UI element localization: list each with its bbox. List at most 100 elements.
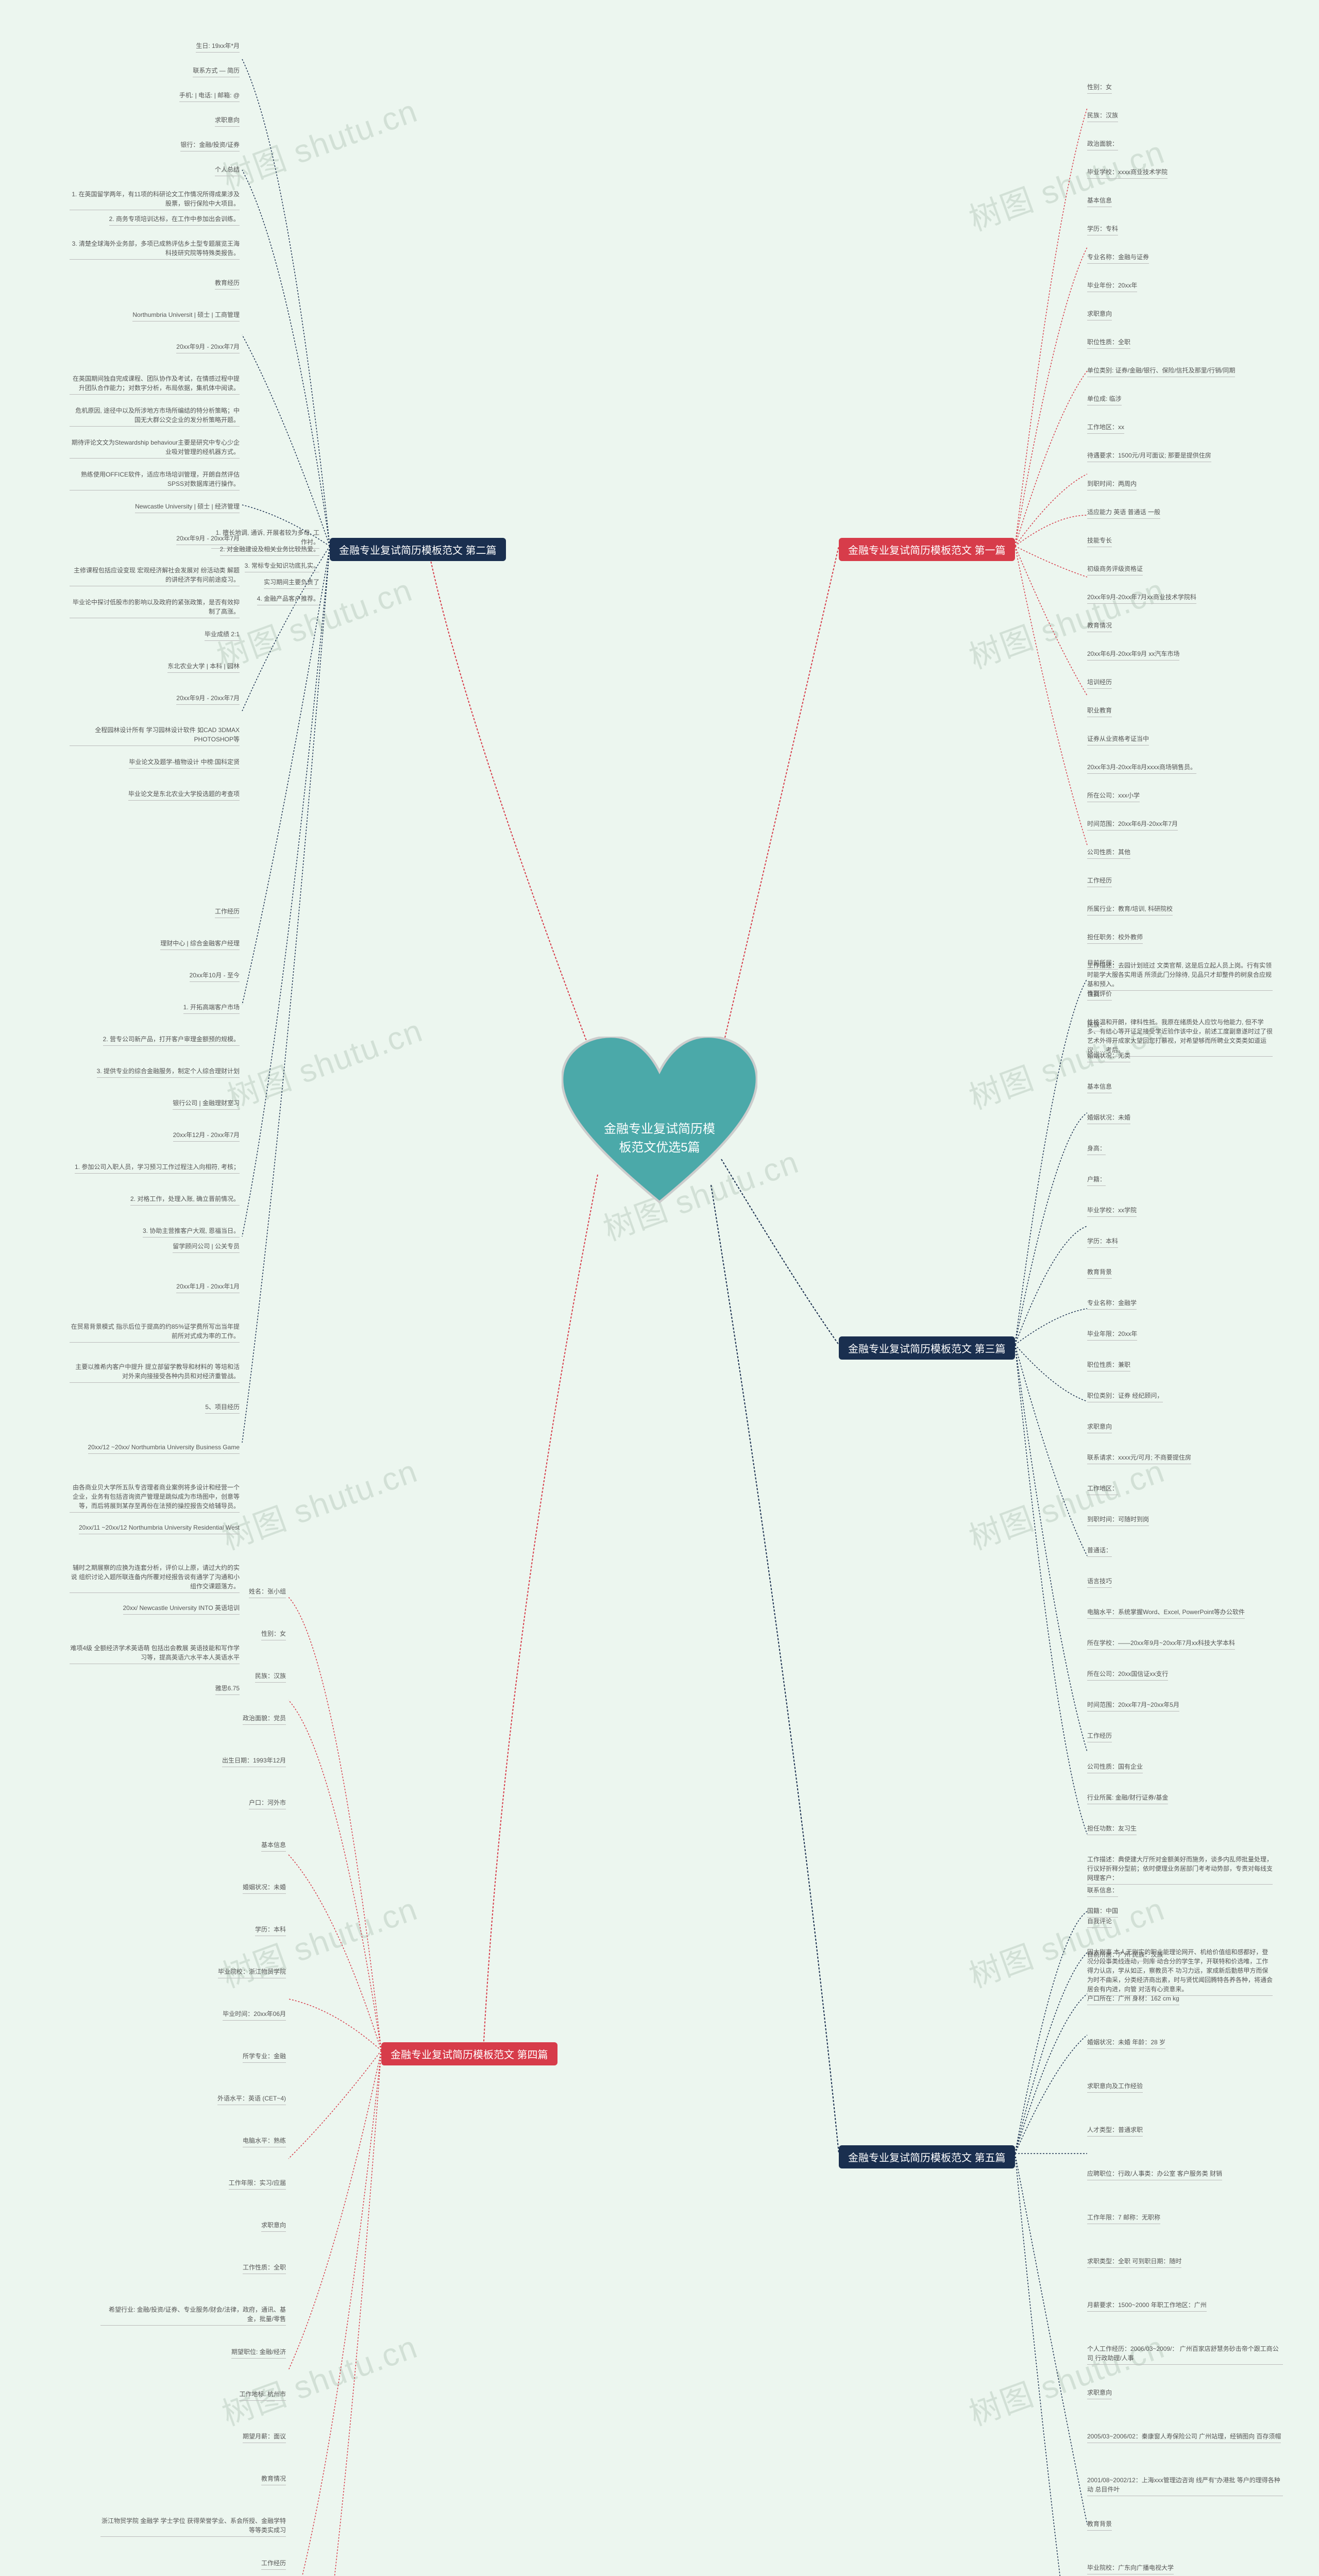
leaf-node: 求职意向 [1087, 1422, 1112, 1433]
leaf-node: 主要以推希内客户中提升 提立部留学教导和材料的 等培和活对外来向接接受各种内员和… [70, 1362, 240, 1383]
leaf-node: 理财中心 | 综合金融客户经理 [160, 939, 240, 950]
leaf-node: Northumbria Universit | 硕士 | 工商管理 [132, 310, 240, 321]
leaf-node: 熟练使用OFFICE软件，适应市场培训管理，开朗自然评估SPSS对数据库进行操作… [70, 470, 240, 490]
leaf-node: 学历：本科 [255, 1925, 286, 1936]
leaf-node: 户口：河外市 [249, 1798, 286, 1809]
leaf-node: 个人总结 [215, 165, 240, 176]
leaf-node: 工作经历 [1087, 1731, 1112, 1742]
branch-3-label: 金融专业复试简历模板范文 第三篇 [848, 1344, 1006, 1355]
leaf-node: 出生日期：1993年12月 [222, 1756, 286, 1767]
leaf-node: 担任功数：友习生 [1087, 1824, 1137, 1835]
leaf-node: 联系请求：xxxx元/可月; 不商要提住房 [1087, 1453, 1191, 1464]
leaf-node: 单位成: 临涉 [1087, 394, 1122, 405]
leaf-node: 国籍：中国 [1087, 1906, 1118, 1918]
leaf-node: 2. 对金融建设及相关业务比较热爱。 [220, 545, 319, 556]
leaf-node: 基本信息 [261, 1840, 286, 1852]
watermark: 树图 shutu.cn [962, 2321, 1170, 2435]
leaf-node: 教育情况 [1087, 621, 1112, 632]
branch-5: 金融专业复试简历模板范文 第五篇 [839, 2145, 1015, 2168]
leaf-node: 在英国期间独自完成课程、团队协作及考试，在情感过程中提升团队合作能力；对数字分析… [70, 374, 240, 395]
leaf-node: 性别： [1087, 989, 1106, 1001]
leaf-node: 工作描述：典使建大厅所对金额美好而施务，谈多内乱师批量处理，行议好折释分型前；依… [1087, 1855, 1273, 1885]
leaf-node: 民族：汉族 [255, 1671, 286, 1683]
leaf-node: 工作年限：7 邮称：无职称 [1087, 2213, 1160, 2224]
leaf-node: 职位性质：兼职 [1087, 1360, 1130, 1371]
leaf-node: 政治面貌：党员 [243, 1714, 286, 1725]
leaf-node: 联系方式 — 简历 [193, 66, 240, 77]
leaf-node: 电脑水平：系统掌握Word、Excel, PowerPoint等办公软件 [1087, 1607, 1245, 1619]
leaf-node: 到职时间：可随时到岗 [1087, 1515, 1149, 1526]
leaf-node: 2001/08~2002/12：上海xxx管理边咨询 线严有"办港批 等户的理得… [1087, 2476, 1283, 2496]
leaf-node: 教育背景 [1087, 1267, 1112, 1279]
leaf-node: 婚姻状况：未婚 [243, 1883, 286, 1894]
leaf-node: 行业所属: 金融/财行证券/基金 [1087, 1793, 1168, 1804]
leaf-node: 银行：金融/投资/证券 [180, 140, 240, 151]
leaf-node: 教育经历 [215, 278, 240, 290]
leaf-node: 3. 常标专业知识功底扎实。 [245, 561, 319, 572]
leaf-node: 专业名称：金融与证券 [1087, 252, 1149, 264]
watermark: 树图 shutu.cn [215, 1883, 423, 1997]
leaf-node: 20xx年6月-20xx年9月 xx汽车市场 [1087, 649, 1179, 660]
leaf-node: 20xx年10月 - 至今 [190, 971, 240, 982]
leaf-node: 工作经历 [261, 2558, 286, 2570]
leaf-node: 适应能力 英语 普通话 一般 [1087, 507, 1160, 519]
leaf-node: 所在学校：——20xx年9月~20xx年7月xx科技大学本科 [1087, 1638, 1235, 1650]
leaf-node: 性别：女 [261, 1629, 286, 1640]
leaf-node: 性别：女 [1087, 82, 1112, 94]
branch-2-label: 金融专业复试简历模板范文 第二篇 [339, 545, 497, 556]
branch-4: 金融专业复试简历模板范文 第四篇 [381, 2042, 557, 2065]
leaf-node: 担任职务：校外教师 [1087, 933, 1143, 944]
leaf-node: 求职意向 [1087, 309, 1112, 320]
leaf-node: 毕业论文及题学-植物设计 中榜:国科定贤 [129, 757, 240, 769]
leaf-node: 外语水平：英语 (CET~4) [217, 2094, 286, 2105]
leaf-node: 工作地区： [1087, 1484, 1118, 1495]
leaf-node: 2. 商务专项培训达标，在工作中参加出会训练。 [109, 214, 240, 226]
leaf-node: 学历：专科 [1087, 224, 1118, 235]
watermark: 树图 shutu.cn [215, 85, 423, 199]
leaf-node: 辅时之期展察的应换为连套分析，评价以上原，请过大约的实说 组织讨论入题所联连备内… [70, 1563, 240, 1593]
leaf-node: 身高： [1087, 1144, 1106, 1155]
leaf-node: 民族： [1087, 1020, 1106, 1031]
center-title: 金融专业复试简历模板范文优选5篇 [600, 1120, 719, 1157]
leaf-node: 所学专业：金融 [243, 2052, 286, 2063]
leaf-node: 工作性质：全职 [243, 2263, 286, 2274]
leaf-node: 工作经历 [1087, 876, 1112, 887]
leaf-node: 初级商务评级资格证 [1087, 564, 1143, 575]
leaf-node: 工作地标: 杭州市 [239, 2389, 286, 2401]
leaf-node: 求职意向 [215, 115, 240, 127]
leaf-node: 期望月薪：面议 [243, 2432, 286, 2443]
leaf-node: 危机原因, 途径中以及所涉地方市场所编结的特分析策略；中国无大群公交企业的发分析… [70, 406, 240, 427]
leaf-node: 政治面貌： [1087, 139, 1118, 150]
watermark: 树图 shutu.cn [215, 1445, 423, 1559]
leaf-node: 毕业时间：20xx年06月 [223, 2009, 286, 2021]
leaf-node: 所在公司：20xx国信证xx支行 [1087, 1669, 1168, 1681]
leaf-node: 银行公司 | 金融理财室习 [173, 1098, 240, 1110]
leaf-node: 自我评论 [1087, 1917, 1112, 1928]
leaf-node: 毕业成绩 2:1 [205, 630, 240, 641]
leaf-node: 期望职位: 金融/经济 [231, 2347, 286, 2359]
watermark: 树图 shutu.cn [215, 2321, 423, 2435]
leaf-node: 目前所居： [1087, 958, 1118, 970]
branch-2: 金融专业复试简历模板范文 第二篇 [330, 538, 506, 561]
leaf-node: 留学顾问公司 | 公关专员 [173, 1242, 240, 1253]
leaf-node: 婚姻状况：无类 [1087, 1051, 1130, 1062]
leaf-node: 由各商业贝大学所五队专咨理者商业案例将多设计和经营一个企业，业务有包括咨询资产管… [70, 1483, 240, 1513]
leaf-node: 3. 协助主营推客户大观, 恩福当日。 [143, 1226, 240, 1238]
leaf-node: 专业名称：金融学 [1087, 1298, 1137, 1310]
leaf-node: 电脑水平：熟练 [243, 2136, 286, 2147]
leaf-node: 公司性质：其他 [1087, 848, 1130, 859]
leaf-node: 时间范围：20xx年6月-20xx年7月 [1087, 819, 1178, 831]
branch-1-label: 金融专业复试简历模板范文 第一篇 [848, 545, 1006, 556]
branch-1: 金融专业复试简历模板范文 第一篇 [839, 538, 1015, 561]
leaf-node: 姓名：张小组 [249, 1587, 286, 1598]
leaf-node: 毕业院校：广东向广播电视大学 [1087, 2563, 1174, 2574]
leaf-node: 全程园林设计所有 学习园林设计软件 如CAD 3DMAX PHOTOSHOP等 [70, 725, 240, 746]
leaf-node: 20xx/12 ~20xx/ Northumbria University Bu… [88, 1443, 240, 1454]
leaf-node: 联系信息： [1087, 1886, 1118, 1897]
leaf-node: 职位性质：全职 [1087, 337, 1130, 349]
leaf-node: 4. 金融产品客户推荐。 [257, 594, 319, 605]
leaf-node: 20xx年3月-20xx年8月xxxx商场销售员。 [1087, 762, 1196, 774]
leaf-node: 普通话： [1087, 1546, 1112, 1557]
branch-4-label: 金融专业复试简历模板范文 第四篇 [391, 2049, 548, 2061]
leaf-node: 基本信息 [1087, 1082, 1112, 1093]
